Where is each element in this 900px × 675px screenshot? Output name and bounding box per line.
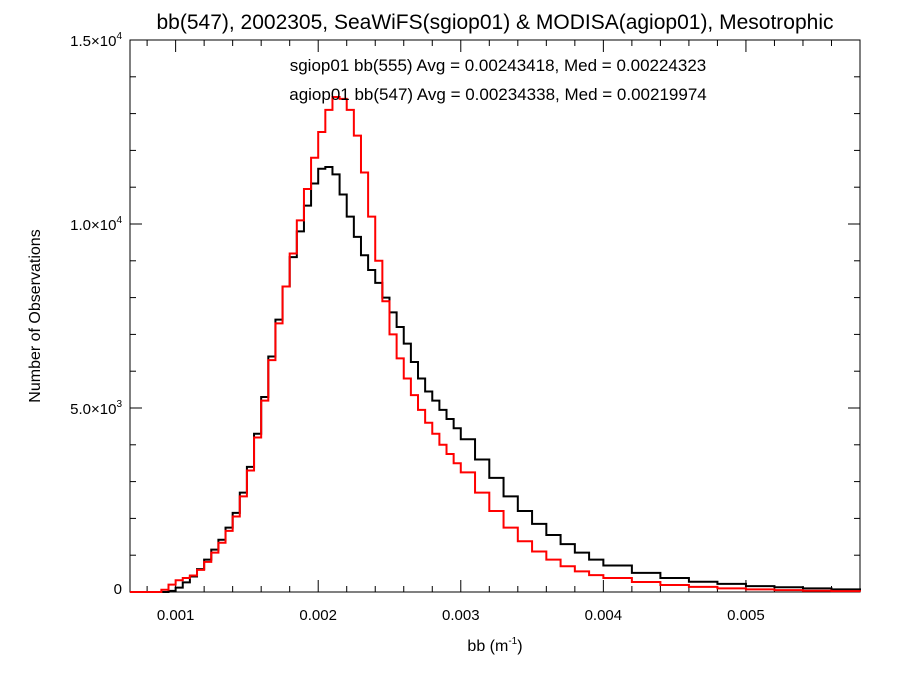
y-tick-label: 1.5×104 — [70, 31, 122, 50]
x-tick-label: 0.002 — [299, 607, 337, 624]
series-sgiop01-line — [130, 165, 861, 593]
x-tick-label: 0.005 — [727, 607, 765, 624]
legend-entry-agiop01: agiop01 bb(547) Avg = 0.00234338, Med = … — [289, 85, 707, 104]
y-tick-label: 5.0×103 — [70, 399, 122, 418]
y-tick-label: 0 — [114, 581, 122, 598]
series-group — [130, 96, 861, 593]
x-tick-label: 0.004 — [585, 607, 623, 624]
y-tick-label: 1.0×104 — [70, 215, 122, 234]
legend-entry-sgiop01: sgiop01 bb(555) Avg = 0.00243418, Med = … — [290, 56, 707, 75]
y-axis: 0 5.0×103 1.0×104 1.5×104 — [70, 31, 860, 598]
series-agiop01-line — [130, 96, 861, 593]
y-axis-label: Number of Observations — [27, 229, 44, 402]
plot-frame — [129, 39, 861, 593]
x-tick-label: 0.003 — [442, 607, 480, 624]
chart-title: bb(547), 2002305, SeaWiFS(sgiop01) & MOD… — [156, 11, 833, 34]
x-tick-label: 0.001 — [157, 607, 195, 624]
x-axis-label: bb (m-1) — [467, 636, 522, 655]
x-axis-label-exponent: -1 — [508, 636, 517, 647]
x-axis: 0.001 0.002 0.003 0.004 0.005 — [146, 40, 861, 624]
